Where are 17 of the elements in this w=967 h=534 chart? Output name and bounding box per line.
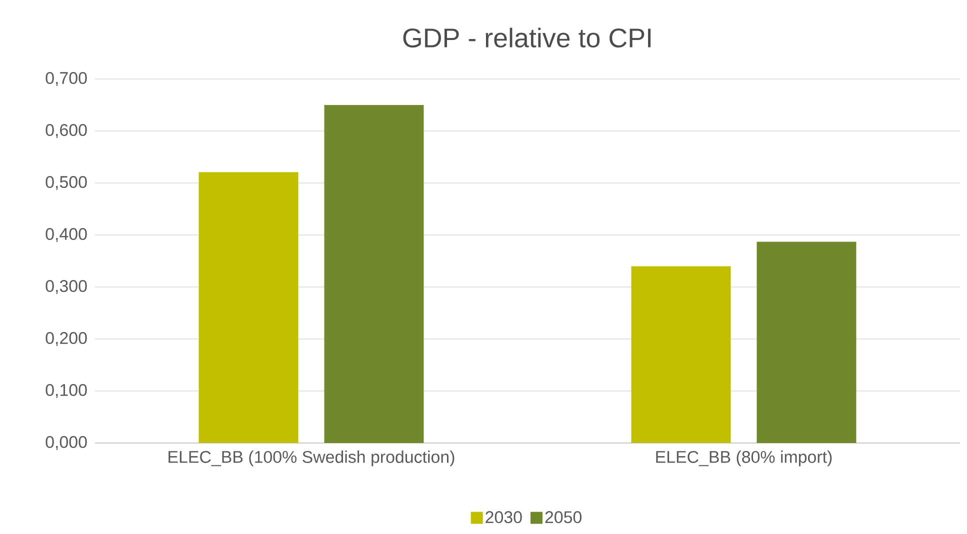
legend-label: 2030 <box>486 511 522 524</box>
legend-label: 2050 <box>545 511 582 524</box>
bar <box>324 105 424 443</box>
y-tick-label: 0,000 <box>46 436 87 450</box>
y-tick-label: 0,100 <box>46 384 87 398</box>
y-tick-label: 0,300 <box>46 280 87 294</box>
x-tick-label: ELEC_BB (100% Swedish production) <box>168 450 454 466</box>
bar <box>756 242 856 443</box>
chart-title: GDP - relative to CPI <box>403 28 651 48</box>
y-tick-label: 0,700 <box>46 72 87 86</box>
y-tick-label: 0,400 <box>46 228 87 242</box>
bar <box>198 172 298 443</box>
x-tick-label: ELEC_BB (80% import) <box>656 450 832 466</box>
y-tick-label: 0,600 <box>46 124 87 138</box>
y-tick-label: 0,200 <box>46 332 87 346</box>
y-tick-label: 0,500 <box>46 176 87 190</box>
bar <box>631 266 731 443</box>
